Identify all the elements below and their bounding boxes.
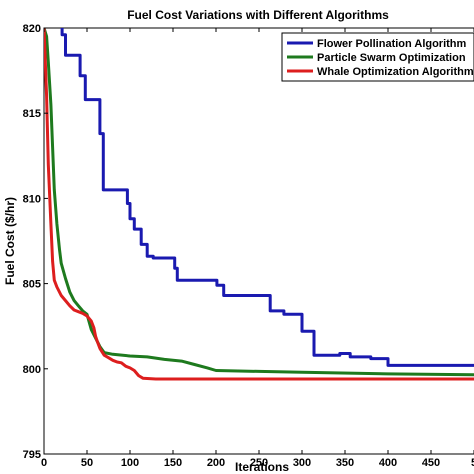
x-axis-label: Iterations bbox=[235, 460, 289, 474]
x-tick-label: 400 bbox=[379, 457, 397, 469]
y-tick-label: 800 bbox=[23, 364, 41, 376]
legend-label: Particle Swarm Optimization bbox=[317, 52, 466, 64]
x-tick-label: 5 bbox=[471, 457, 474, 469]
x-tick-label: 300 bbox=[293, 457, 311, 469]
x-tick-label: 150 bbox=[164, 457, 182, 469]
legend: Flower Pollination Algorithm Particle Swa… bbox=[281, 32, 474, 82]
x-tick-label: 250 bbox=[250, 457, 268, 469]
legend-label: Whale Optimization Algorithm bbox=[317, 66, 474, 78]
y-axis-label: Fuel Cost ($/hr) bbox=[3, 197, 17, 285]
plot-area bbox=[43, 27, 474, 455]
legend-box bbox=[281, 32, 474, 82]
x-tick-label: 450 bbox=[422, 457, 440, 469]
series-lines bbox=[44, 28, 474, 381]
axis-ticks: 0 50 100 150 200 250 300 350 400 450 5 795 800 805 810… bbox=[23, 23, 474, 469]
series-line-3 bbox=[44, 28, 474, 381]
y-tick-label: 805 bbox=[23, 279, 41, 291]
y-tick-label: 820 bbox=[23, 23, 41, 35]
chart-title: Fuel Cost Variations with Different Algo… bbox=[127, 8, 389, 22]
x-tick-label: 100 bbox=[121, 457, 139, 469]
x-tick-label: 50 bbox=[81, 457, 93, 469]
y-tick-label: 795 bbox=[23, 449, 41, 461]
series-line-2 bbox=[44, 28, 474, 377]
x-tick-label: 200 bbox=[207, 457, 225, 469]
legend-label: Flower Pollination Algorithm bbox=[317, 38, 467, 50]
x-tick-label: 350 bbox=[336, 457, 354, 469]
x-tick-label: 0 bbox=[41, 457, 47, 469]
y-tick-label: 810 bbox=[23, 193, 41, 205]
series-line-1 bbox=[60, 28, 474, 367]
y-tick-label: 815 bbox=[23, 108, 41, 120]
